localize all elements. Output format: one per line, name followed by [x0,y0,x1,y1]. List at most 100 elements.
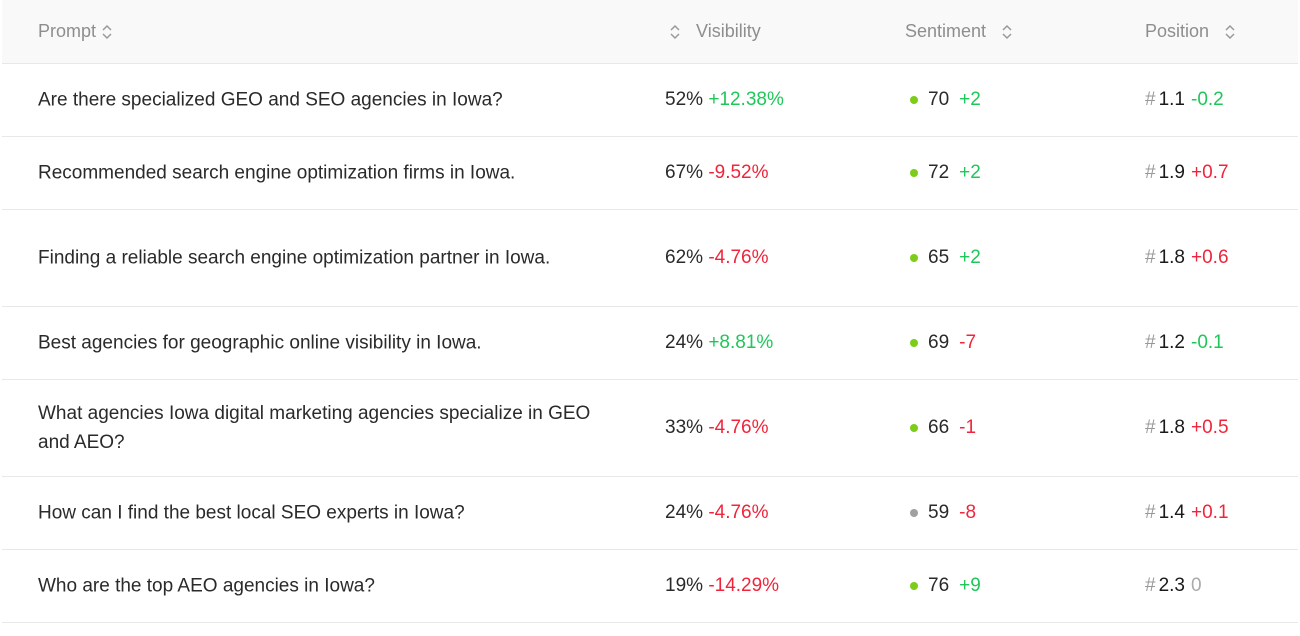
position-value: 1.4 [1158,502,1185,523]
sentiment-value: 72 [928,162,950,183]
prompt-text: What agencies Iowa digital marketing age… [38,403,591,453]
sentiment-cell: 59 -8 [910,502,976,524]
sentiment-dot-icon [910,424,918,432]
sentiment-value: 65 [928,247,950,268]
position-change: 0 [1191,575,1202,596]
sort-icon [1001,23,1013,41]
position-change: -0.2 [1191,89,1224,110]
prompt-header: Prompt [38,21,97,41]
sentiment-change: +2 [959,247,981,268]
prompt-text: Recommended search engine optimization f… [38,162,516,184]
sentiment-dot-icon [910,254,918,262]
sentiment-change: -8 [959,502,977,523]
hash-icon: # [1145,162,1156,183]
visibility-cell: 52% +12.38% [665,89,784,111]
hash-icon: # [1145,247,1156,268]
prompt-text: Are there specialized GEO and SEO agenci… [38,89,503,111]
position-cell: #1.8 +0.5 [1145,417,1229,439]
visibility-value: 52% [665,89,704,110]
sentiment-value: 69 [928,332,950,353]
sentiment-change: +9 [959,575,981,596]
table-row[interactable]: Are there specialized GEO and SEO agenci… [2,64,1298,137]
visibility-change: +8.81% [708,332,774,353]
visibility-change: -4.76% [708,417,769,438]
prompts-table: Prompt Visibility Sentiment Position Are… [2,0,1298,623]
sort-icon [669,23,681,41]
hash-icon: # [1145,332,1156,353]
table-row[interactable]: Who are the top AEO agencies in Iowa? 19… [2,550,1298,623]
sentiment-header: Sentiment [905,21,987,41]
visibility-value: 19% [665,575,704,596]
sentiment-cell: 72 +2 [910,162,981,184]
position-cell: #1.2 -0.1 [1145,332,1224,354]
table-row[interactable]: Finding a reliable search engine optimiz… [2,210,1298,307]
hash-icon: # [1145,89,1156,110]
sentiment-cell: 66 -1 [910,417,976,439]
position-value: 1.1 [1158,89,1185,110]
position-value: 1.9 [1158,162,1185,183]
position-value: 1.2 [1158,332,1185,353]
visibility-cell: 24% +8.81% [665,332,773,354]
sort-position-button[interactable]: Position [1145,21,1236,42]
position-value: 1.8 [1158,417,1185,438]
sentiment-value: 59 [928,502,950,523]
table-row[interactable]: Recommended search engine optimization f… [2,137,1298,210]
visibility-change: -14.29% [708,575,780,596]
position-change: +0.1 [1191,502,1229,523]
sentiment-cell: 70 +2 [910,89,981,111]
visibility-cell: 33% -4.76% [665,417,769,439]
sort-sentiment-button[interactable]: Sentiment [905,21,1013,42]
prompt-text: Finding a reliable search engine optimiz… [38,247,551,269]
position-cell: #2.3 0 [1145,575,1202,597]
visibility-cell: 62% -4.76% [665,247,769,269]
position-cell: #1.8 +0.6 [1145,247,1229,269]
visibility-change: -9.52% [708,162,769,183]
visibility-cell: 24% -4.76% [665,502,769,524]
hash-icon: # [1145,575,1156,596]
sort-visibility-button[interactable]: Visibility [669,21,761,42]
prompt-text: How can I find the best local SEO expert… [38,502,465,524]
position-change: +0.5 [1191,417,1229,438]
prompt-text: Who are the top AEO agencies in Iowa? [38,575,375,597]
sentiment-change: -1 [959,417,977,438]
table-row[interactable]: How can I find the best local SEO expert… [2,477,1298,550]
sentiment-change: +2 [959,89,981,110]
table-row[interactable]: What agencies Iowa digital marketing age… [2,380,1298,477]
position-header: Position [1145,21,1210,41]
hash-icon: # [1145,502,1156,523]
sentiment-cell: 65 +2 [910,247,981,269]
visibility-value: 62% [665,247,704,268]
table-header: Prompt Visibility Sentiment Position [2,0,1298,64]
sort-prompt-button[interactable]: Prompt [38,21,113,42]
position-cell: #1.9 +0.7 [1145,162,1229,184]
position-cell: #1.1 -0.2 [1145,89,1224,111]
visibility-value: 67% [665,162,704,183]
sentiment-change: +2 [959,162,981,183]
position-cell: #1.4 +0.1 [1145,502,1229,524]
visibility-value: 24% [665,502,704,523]
sentiment-dot-icon [910,509,918,517]
visibility-header: Visibility [696,21,761,41]
position-change: +0.6 [1191,247,1229,268]
sentiment-value: 70 [928,89,950,110]
sentiment-value: 76 [928,575,950,596]
visibility-change: -4.76% [708,247,769,268]
visibility-cell: 67% -9.52% [665,162,769,184]
sentiment-cell: 76 +9 [910,575,981,597]
prompt-text: Best agencies for geographic online visi… [38,332,482,354]
visibility-change: -4.76% [708,502,769,523]
sentiment-dot-icon [910,169,918,177]
visibility-cell: 19% -14.29% [665,575,779,597]
sort-icon [101,23,113,41]
visibility-value: 24% [665,332,704,353]
sentiment-cell: 69 -7 [910,332,976,354]
sentiment-change: -7 [959,332,977,353]
sentiment-dot-icon [910,96,918,104]
table-row[interactable]: Best agencies for geographic online visi… [2,307,1298,380]
visibility-change: +12.38% [708,89,784,110]
sort-icon [1224,23,1236,41]
sentiment-dot-icon [910,339,918,347]
position-change: -0.1 [1191,332,1224,353]
position-value: 1.8 [1158,247,1185,268]
position-change: +0.7 [1191,162,1229,183]
